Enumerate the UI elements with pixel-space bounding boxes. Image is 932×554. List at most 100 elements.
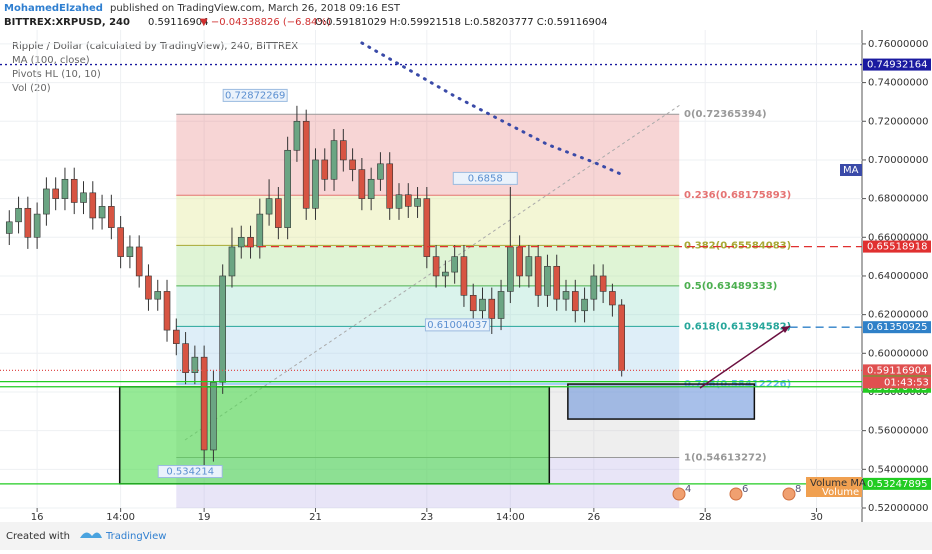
fib-label: 0(0.72365394) [684, 109, 767, 120]
fib-label: 1(0.54613272) [684, 452, 767, 463]
candle-body [479, 298, 486, 312]
candle-body [553, 265, 561, 300]
candle-body [80, 192, 87, 203]
fib-label: 0.618(0.61394582) [684, 321, 791, 332]
x-tick-label: 19 [198, 512, 211, 523]
published: published on TradingView.com, March 26, … [110, 3, 401, 14]
candle-body [358, 169, 366, 199]
candle-body [349, 159, 356, 170]
trend-line [184, 104, 681, 441]
countdown-bg [863, 376, 931, 389]
candle-body [488, 298, 496, 319]
candle-body [126, 246, 134, 257]
fib-label: 0.382(0.65584083) [684, 240, 791, 251]
event-count: 4 [685, 484, 691, 495]
price-label: 0.6858 [468, 173, 503, 184]
footer-bg [0, 522, 932, 550]
legend-item: MA (100, close) [12, 55, 90, 66]
candle-body [377, 163, 384, 180]
price-label-bg [157, 465, 223, 479]
candle-body [117, 227, 124, 257]
candle-body [237, 236, 245, 248]
y-tick-label: 0.70000000 [868, 155, 928, 166]
event-icon [729, 487, 743, 501]
candle-body [98, 206, 106, 219]
candle-body [145, 275, 152, 300]
price-tag [863, 477, 931, 490]
candle-body [321, 159, 329, 180]
price-tag [863, 58, 931, 71]
volume-tag-bg [806, 477, 862, 497]
candle-body [200, 356, 208, 451]
event-count: 6 [742, 484, 748, 495]
candle-body [386, 163, 394, 209]
price-label: 0.61004037 [427, 320, 487, 331]
candle-body [442, 271, 449, 277]
y-tick-label: 0.72000000 [868, 116, 928, 127]
candle-body [210, 382, 217, 451]
candle-body [135, 246, 143, 277]
y-tick-label: 0.56000000 [868, 426, 928, 437]
price-tag [863, 321, 931, 334]
candle-body [265, 198, 273, 215]
price-tag [863, 364, 931, 377]
fib-band [176, 114, 680, 196]
candle-body [256, 213, 264, 248]
y-tick-label: 0.62000000 [868, 310, 928, 321]
price-label-bg [424, 318, 490, 332]
candle-body [219, 275, 226, 383]
event-icon [782, 487, 796, 501]
symbol: BITTREX:XRPUSD, 240 [4, 17, 130, 28]
volume-tag: Volume MA [810, 478, 866, 489]
candle-body [525, 256, 533, 277]
last-price: 0.59116904 [148, 17, 208, 28]
price-label: 0.534214 [166, 467, 214, 478]
candle-body [451, 256, 458, 273]
y-tick-label: 0.54000000 [868, 464, 928, 475]
candle-body [24, 207, 32, 238]
candle-body [182, 343, 189, 373]
ohlc: O:0.59181029 H:0.59921518 L:0.58203777 C… [315, 17, 608, 28]
candle-body [544, 265, 551, 296]
y-tick-label: 0.68000000 [868, 194, 928, 205]
candle-body [340, 140, 347, 161]
ma-tag: MA [843, 165, 859, 176]
candle-body [191, 356, 199, 373]
candle-body [395, 194, 403, 209]
candle-body [516, 246, 523, 277]
candle-body [507, 246, 514, 292]
candle-body [423, 198, 431, 257]
candle-body [581, 298, 588, 312]
candle-body [534, 256, 542, 296]
candle-body [497, 291, 505, 319]
candle-body [432, 256, 440, 277]
candle-body [330, 140, 338, 180]
candle-body [302, 120, 310, 209]
candle-body [70, 178, 78, 203]
candle-body [284, 149, 291, 228]
candle-body [469, 294, 477, 312]
legend-item: Vol (20) [12, 83, 51, 94]
candle-body [89, 192, 97, 219]
x-tick-label: 28 [699, 512, 712, 523]
event-icon [672, 487, 686, 501]
candle-body [43, 188, 50, 215]
ma-tag-bg [840, 164, 862, 176]
price-label-bg [222, 88, 288, 102]
price-tag-label: 0.59116904 [867, 365, 927, 376]
candle-body [108, 206, 115, 228]
countdown: 01:43:53 [884, 377, 929, 388]
candle-body [367, 178, 375, 199]
fib-label: 0.236(0.68175893) [684, 190, 791, 201]
volume-tag: Volume [822, 487, 859, 498]
price-tag-label: 0.65518918 [867, 242, 927, 253]
legend-item: Ripple / Dollar (calculated by TradingVi… [12, 41, 298, 52]
candle-body [404, 194, 412, 207]
author: MohamedElzahed [4, 3, 103, 14]
legend-item: Pivots HL (10, 10) [12, 69, 101, 80]
x-tick-label: 30 [810, 512, 823, 523]
candle-body [275, 198, 282, 228]
y-tick-label: 0.64000000 [868, 271, 928, 282]
candle-body [247, 236, 254, 248]
ma-line [360, 41, 624, 176]
